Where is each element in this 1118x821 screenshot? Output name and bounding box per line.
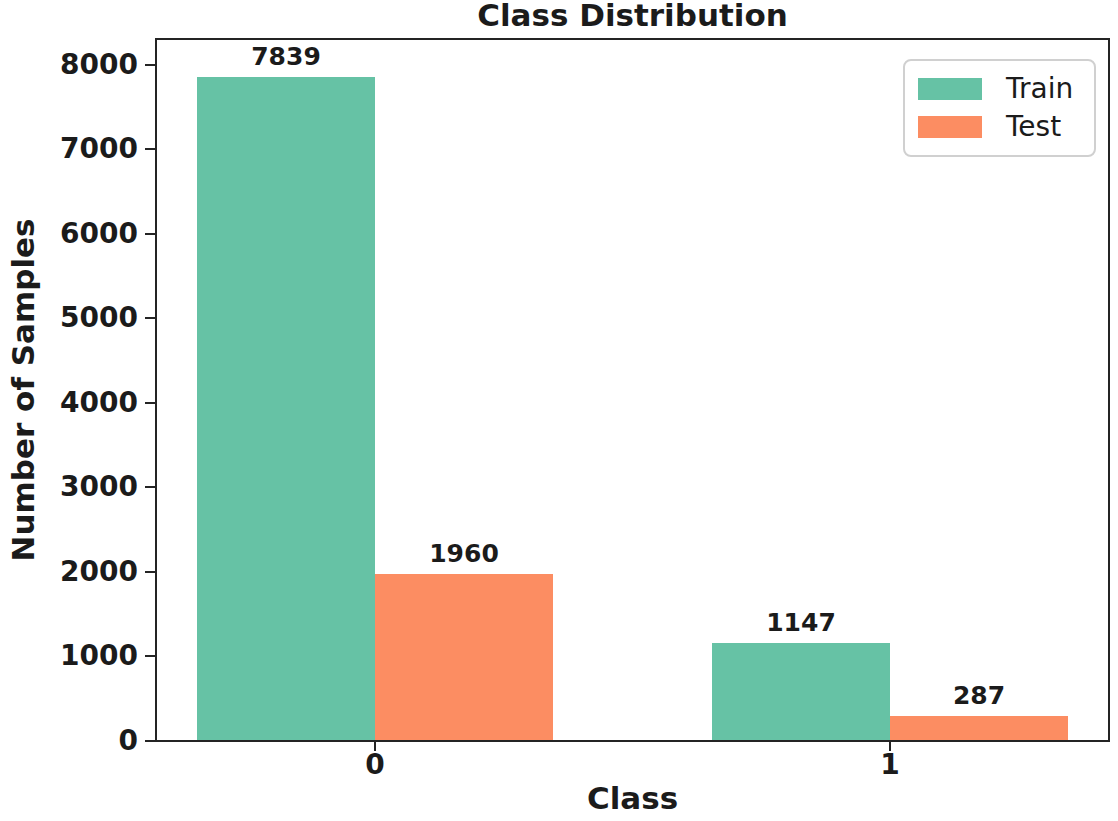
y-tick-6000 [145,233,155,235]
y-tick-7000 [145,148,155,150]
y-tick-label-5000: 5000 [0,302,138,334]
legend: Train Test [903,59,1096,157]
y-tick-label-8000: 8000 [0,49,138,81]
bar-train-class-1 [712,643,890,740]
y-tick-5000 [145,317,155,319]
x-tick-label-0: 0 [315,748,435,781]
y-tick-8000 [145,64,155,66]
legend-swatch-train [918,78,982,100]
legend-swatch-test [918,116,982,138]
y-tick-0 [145,740,155,742]
y-tick-label-3000: 3000 [0,471,138,503]
y-tick-label-4000: 4000 [0,387,138,419]
bar-chart-figure: Class Distribution Number of Samples 783… [0,0,1118,821]
bar-value-label-test-class-0: 1960 [384,539,544,568]
y-tick-1000 [145,655,155,657]
bar-value-label-train-class-1: 1147 [721,608,881,637]
y-tick-label-7000: 7000 [0,133,138,165]
chart-title: Class Distribution [155,0,1110,33]
bar-value-label-train-class-0: 7839 [206,42,366,71]
x-axis-label: Class [155,780,1110,816]
x-tick-label-1: 1 [830,748,950,781]
legend-item-test: Test [918,110,1081,144]
y-tick-label-6000: 6000 [0,218,138,250]
y-tick-label-2000: 2000 [0,556,138,588]
bar-value-label-test-class-1: 287 [899,681,1059,710]
legend-label-train: Train [1006,72,1073,106]
y-tick-label-1000: 1000 [0,640,138,672]
y-tick-2000 [145,571,155,573]
y-tick-label-0: 0 [0,725,138,757]
y-tick-4000 [145,402,155,404]
legend-item-train: Train [918,72,1081,106]
bar-test-class-0 [375,574,553,740]
bar-train-class-0 [197,77,375,740]
legend-label-test: Test [1006,110,1061,144]
bar-test-class-1 [890,716,1068,740]
y-tick-3000 [145,486,155,488]
